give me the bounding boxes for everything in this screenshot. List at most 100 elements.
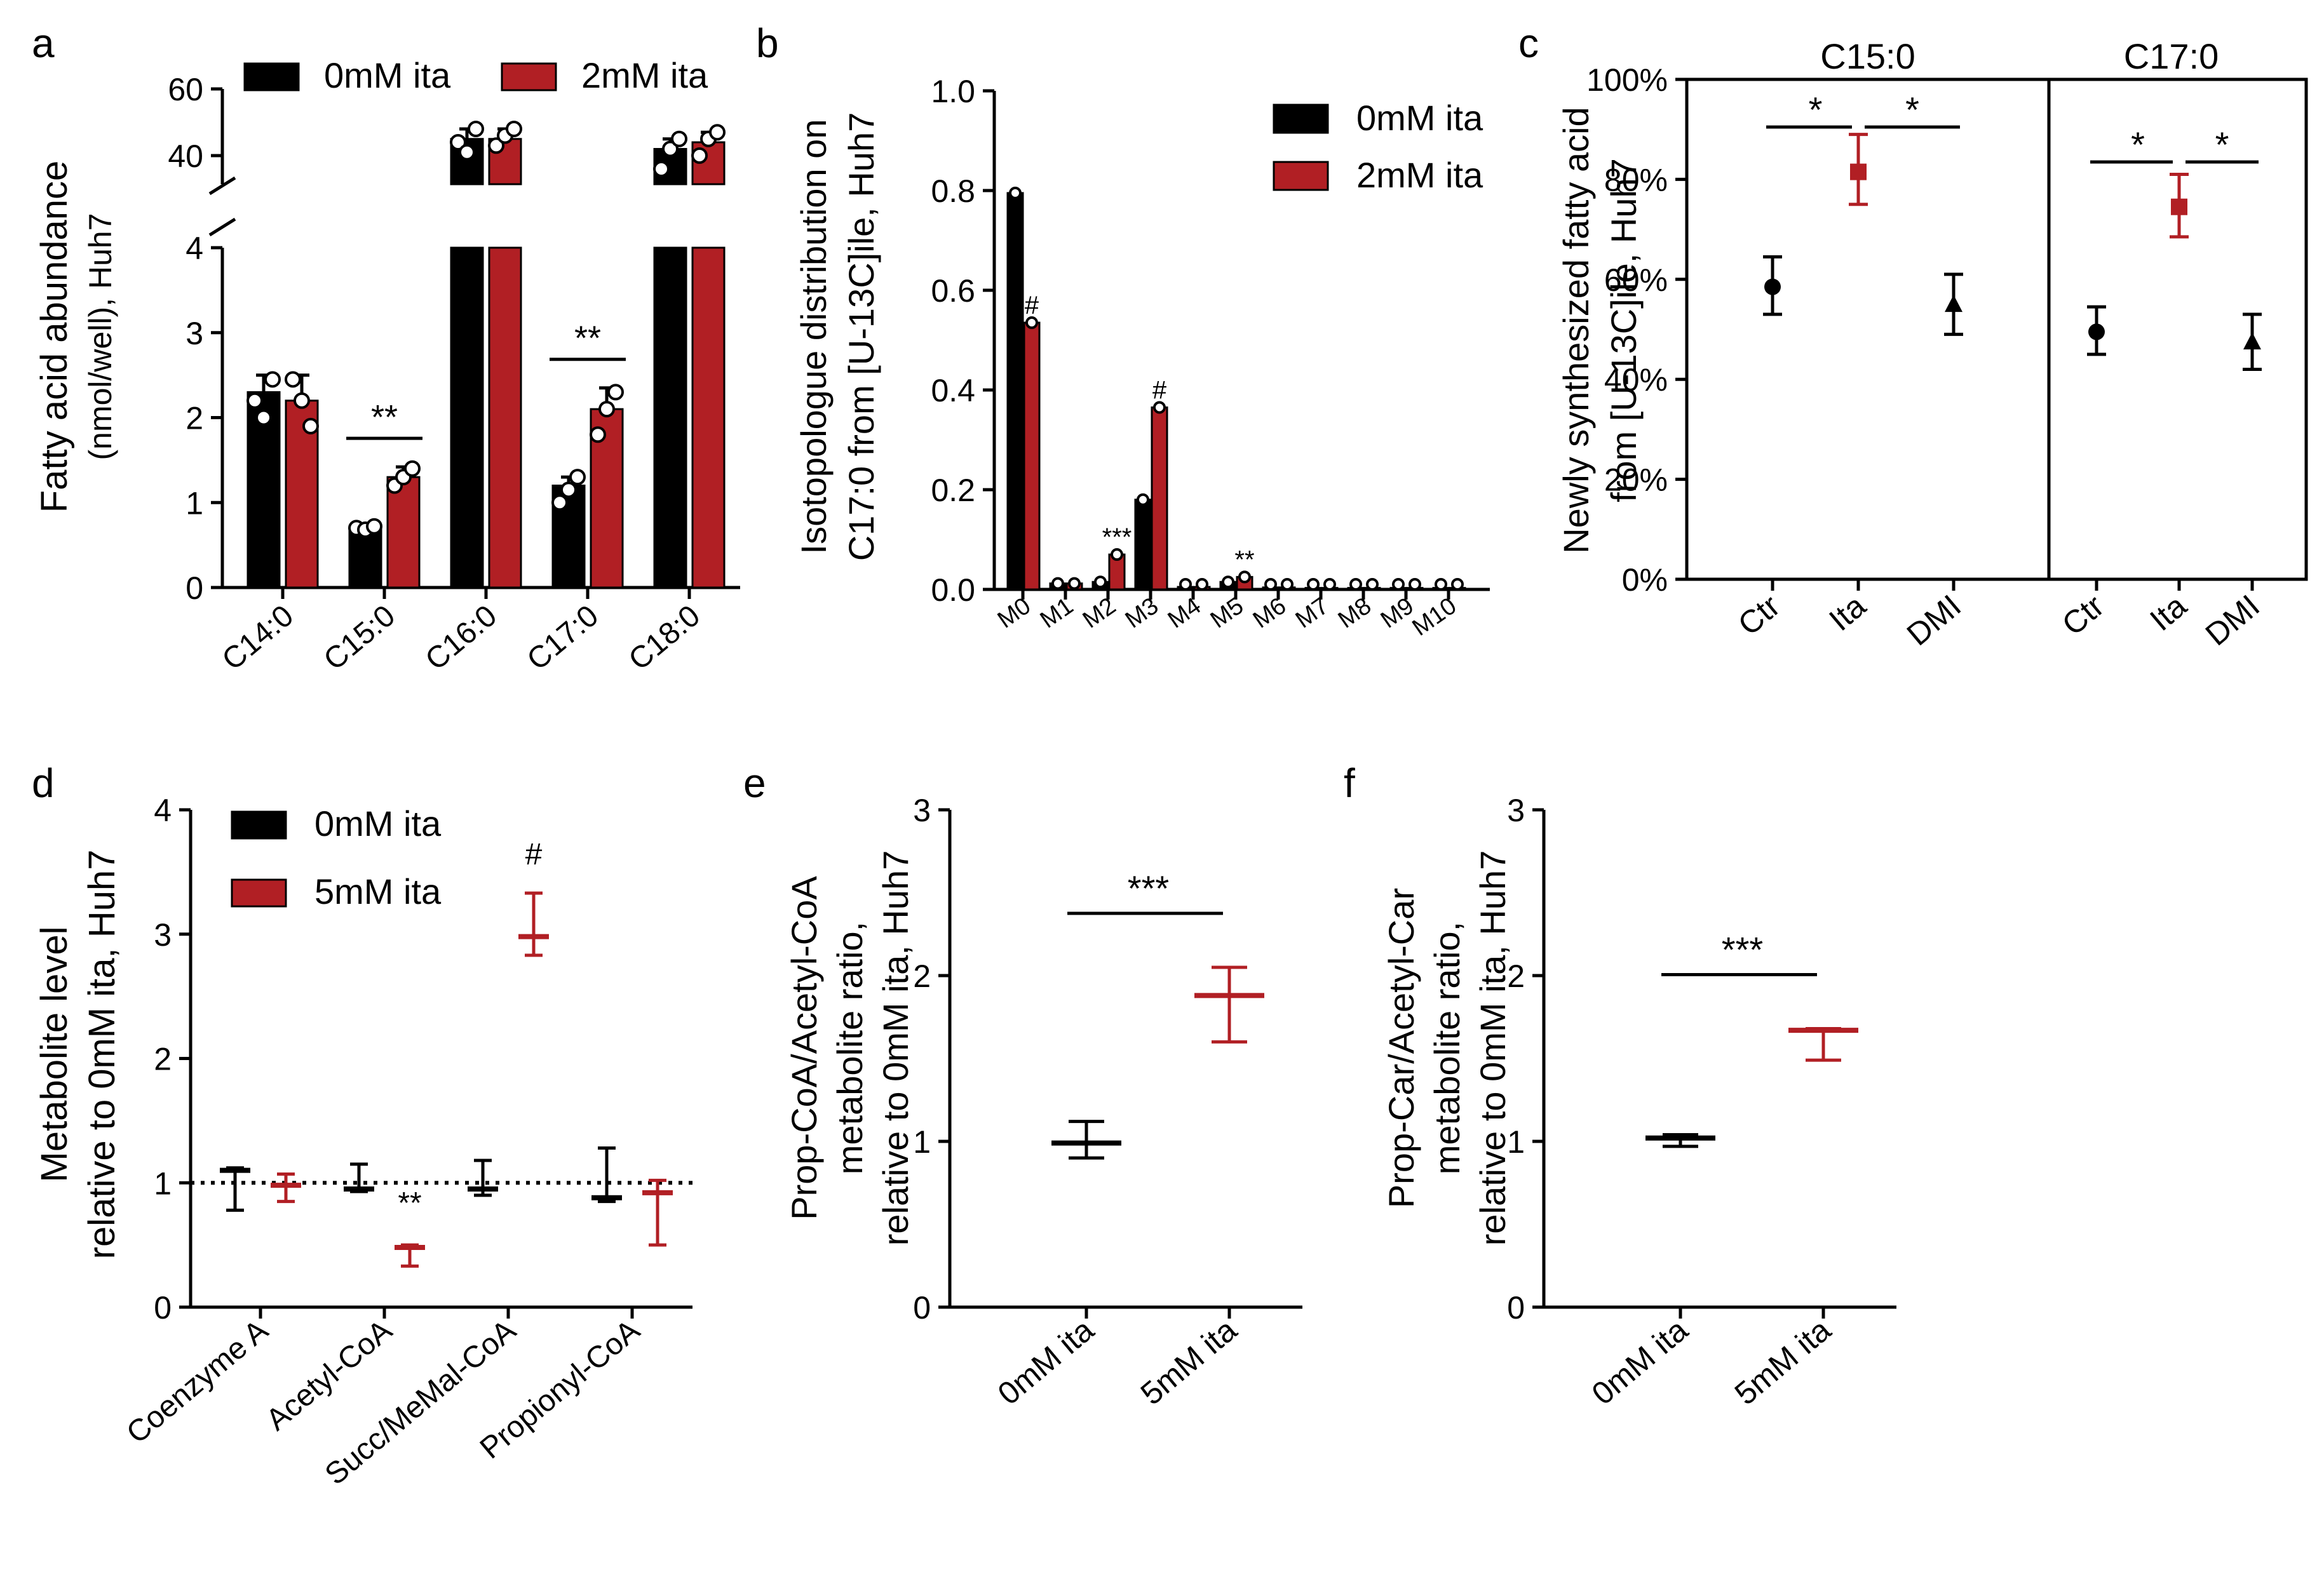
c-xtick-label: Ctr <box>1731 588 1787 643</box>
b-datapoint <box>1451 578 1464 591</box>
panel-b-chart: 0.0 0.2 0.4 0.6 0.8 1.0 Isotopologue distribut… <box>794 74 1490 642</box>
b-datapoint <box>1264 578 1277 591</box>
b-datapoint <box>1366 578 1379 591</box>
a-datapoint <box>653 161 670 177</box>
d-legend-swatch <box>231 810 287 840</box>
panel-label-e: e <box>743 760 766 806</box>
panel-d-chart: 0 1 2 3 4 Metabolite level relative to 0mM ita… <box>34 793 692 1491</box>
b-xtick-label: M5 <box>1206 593 1248 634</box>
c-marker-triangle <box>1945 295 1963 312</box>
a-datapoint <box>468 121 484 137</box>
f-ytick-label: 3 <box>1507 793 1525 828</box>
d-ylabel: Metabolite level <box>34 927 75 1183</box>
a-datapoint <box>459 144 475 161</box>
a-datapoint <box>569 469 586 486</box>
e-ytick-label: 3 <box>913 793 931 828</box>
e-ylabel: Prop-CoA/Acetyl-CoA <box>784 876 824 1220</box>
b-significance-label: # <box>1152 376 1167 404</box>
e-ytick-label: 0 <box>913 1290 931 1326</box>
b-datapoint <box>1068 577 1081 590</box>
b-datapoint <box>1435 578 1447 591</box>
c-ytick-label: 0% <box>1622 562 1668 598</box>
a-bar-lower-2mM ita <box>488 246 522 589</box>
c-significance-label: * <box>1809 90 1823 130</box>
f-ytick-label: 2 <box>1507 958 1525 994</box>
a-axis-break-lower <box>208 217 236 237</box>
b-ylabel-2: C17:0 from [U-13C]ile, Huh7 <box>841 112 881 561</box>
a-ylabel: Fatty acid abundance <box>34 161 75 513</box>
panel-label-b: b <box>756 20 779 66</box>
b-legend-label: 0mM ita <box>1356 98 1483 138</box>
b-ytick-label: 1.0 <box>931 74 975 109</box>
a-significance-label: ** <box>574 319 601 358</box>
a-legend-swatch <box>243 62 300 91</box>
a-datapoint <box>560 481 577 499</box>
a-bar-lower-0mM ita <box>450 246 484 589</box>
b-ylabel: Isotopologue distribution on <box>794 119 834 554</box>
c-significance-label: * <box>2131 124 2145 165</box>
a-datapoint <box>671 130 687 147</box>
a-xtick-label: C17:0 <box>521 599 605 677</box>
f-ytick-label: 0 <box>1507 1290 1525 1326</box>
c-ytick-label: 60% <box>1604 262 1668 298</box>
b-ytick-label: 0.8 <box>931 173 975 209</box>
e-xtick-label: 5mM ita <box>1134 1312 1243 1411</box>
b-bar-0mM ita <box>1006 192 1024 591</box>
d-ytick-label: 3 <box>154 917 172 953</box>
c-marker-square <box>1850 163 1867 180</box>
c-marker-circle <box>2088 323 2105 340</box>
b-datapoint <box>1392 578 1405 591</box>
b-ytick-label: 0.6 <box>931 273 975 309</box>
f-ylabel-3: relative to 0mM ita, Huh7 <box>1473 850 1513 1246</box>
panel-label-d: d <box>32 760 55 806</box>
e-ylabel-2: metabolite ratio, <box>830 922 870 1174</box>
b-significance-label: ** <box>1234 546 1254 574</box>
a-datapoint <box>366 518 382 535</box>
a-bar-0mM ita <box>348 527 382 589</box>
f-ylabel: Prop-Car/Acetyl-Car <box>1381 888 1421 1208</box>
a-ytick-label: 1 <box>186 485 203 521</box>
b-significance-label: # <box>1025 292 1039 319</box>
b-bar-0mM ita <box>1134 499 1152 591</box>
panel-label-c: c <box>1518 20 1539 66</box>
c-ylabel: Newly synthesized fatty acid <box>1556 107 1596 553</box>
a-bar-lower-2mM ita <box>691 246 726 589</box>
b-ytick-label: 0.4 <box>931 373 975 408</box>
a-datapoint <box>551 494 568 511</box>
a-bar-lower-0mM ita <box>653 246 687 589</box>
f-ytick-label: 1 <box>1507 1124 1525 1160</box>
a-datapoint <box>590 426 606 443</box>
b-xtick-label: M1 <box>1036 593 1078 634</box>
f-ylabel-2: metabolite ratio, <box>1427 922 1467 1174</box>
f-xtick-label: 0mM ita <box>1585 1312 1694 1411</box>
c-group-title: C17:0 <box>2124 36 2219 76</box>
b-datapoint <box>1179 578 1192 591</box>
panel-label-f: f <box>1344 760 1355 806</box>
c-significance-label: * <box>1905 90 1919 130</box>
d-xtick-label: Coenzyme A <box>121 1313 275 1451</box>
a-datapoint <box>302 417 319 434</box>
b-xtick-label: M7 <box>1291 593 1334 634</box>
b-datapoint <box>1153 401 1166 414</box>
c-marker-square <box>2171 198 2187 215</box>
b-datapoint <box>1349 578 1362 591</box>
d-ytick-label: 2 <box>154 1042 172 1077</box>
b-datapoint <box>1025 316 1038 330</box>
panel-f-chart: 0 1 2 3 Prop-Car/Acetyl-Car metabolite ratio,… <box>1381 793 1896 1412</box>
b-legend-swatch <box>1273 104 1329 134</box>
a-ytick-label: 60 <box>168 72 203 107</box>
panel-a-chart: 0 1 2 3 4 40 60 Fatty acid abundance (nmol/well)… <box>34 55 740 677</box>
b-datapoint <box>1238 570 1251 584</box>
a-datapoint <box>506 121 522 137</box>
a-xtick-label: C15:0 <box>318 599 402 677</box>
d-ytick-label: 1 <box>154 1166 172 1201</box>
b-xtick-label: M4 <box>1163 593 1206 634</box>
a-datapoint <box>488 137 504 154</box>
d-legend-label: 5mM ita <box>314 871 442 911</box>
f-xtick-label: 5mM ita <box>1728 1312 1837 1411</box>
b-xtick-label: M3 <box>1121 593 1163 634</box>
d-significance-label: # <box>525 838 543 871</box>
c-frame <box>1685 77 2308 581</box>
a-legend-label: 0mM ita <box>324 55 451 95</box>
